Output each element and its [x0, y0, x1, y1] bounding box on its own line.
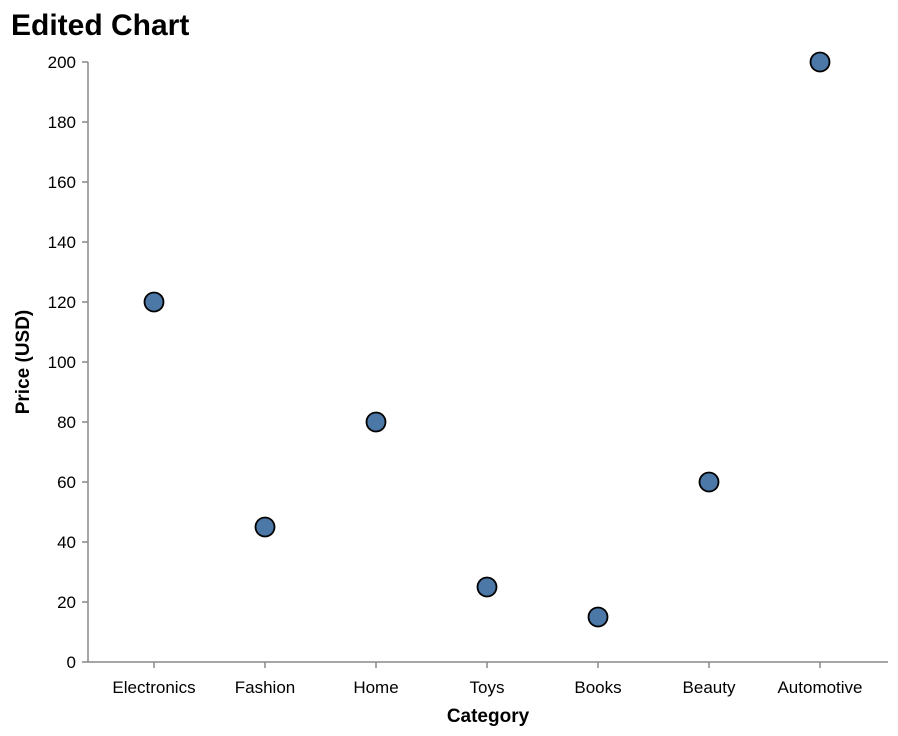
- y-tick-label: 0: [67, 653, 76, 672]
- y-tick-label: 100: [48, 353, 76, 372]
- y-tick-label: 120: [48, 293, 76, 312]
- y-tick-label: 60: [57, 473, 76, 492]
- x-tick-label: Fashion: [235, 678, 295, 697]
- data-point: [587, 606, 609, 628]
- y-axis: 0 20 40 60 80 100 120 140 160 180 200: [48, 53, 89, 672]
- x-axis: Electronics Fashion Home Toys Books Beauty Aut…: [88, 661, 888, 697]
- x-tick-label: Automotive: [777, 678, 862, 697]
- x-axis-title: Category: [447, 706, 530, 727]
- x-tick-label: Beauty: [683, 678, 736, 697]
- data-point: [476, 576, 498, 598]
- x-tick-label: Books: [574, 678, 621, 697]
- x-tick-label: Electronics: [112, 678, 195, 697]
- y-axis-title: Price (USD): [13, 310, 34, 415]
- y-tick-label: 180: [48, 113, 76, 132]
- data-point: [809, 51, 831, 73]
- data-point: [254, 516, 276, 538]
- y-tick-label: 200: [48, 53, 76, 72]
- data-points: [143, 51, 831, 628]
- data-point: [365, 411, 387, 433]
- y-tick-label: 140: [48, 233, 76, 252]
- y-tick-label: 40: [57, 533, 76, 552]
- data-point: [698, 471, 720, 493]
- x-tick-label: Toys: [470, 678, 505, 697]
- y-tick-label: 160: [48, 173, 76, 192]
- y-tick-label: 20: [57, 593, 76, 612]
- data-point: [143, 291, 165, 313]
- x-tick-label: Home: [353, 678, 398, 697]
- y-tick-label: 80: [57, 413, 76, 432]
- chart-title: Edited Chart: [11, 9, 189, 42]
